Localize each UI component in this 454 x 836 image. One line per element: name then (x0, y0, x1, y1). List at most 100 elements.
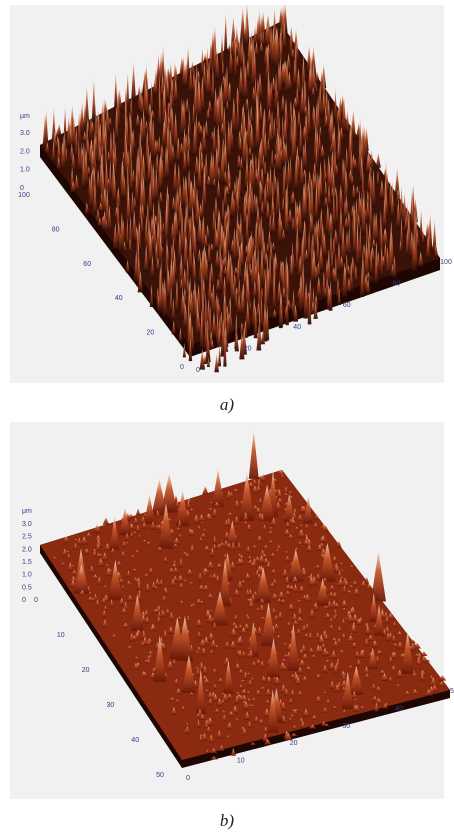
spike (346, 635, 355, 643)
spike (195, 712, 201, 718)
axis-label: 0 (196, 367, 200, 374)
spike (214, 249, 220, 269)
spike (279, 662, 287, 671)
spike (323, 157, 327, 187)
spike (247, 704, 253, 707)
spike (262, 301, 268, 342)
spike (197, 514, 206, 522)
spike (345, 253, 349, 277)
spike (208, 734, 215, 743)
spike (254, 608, 262, 611)
spike (89, 113, 93, 141)
spike (297, 254, 303, 277)
axis-label: 2.0 (20, 148, 30, 155)
spike (177, 616, 183, 621)
spike (256, 535, 263, 543)
spike (345, 590, 353, 594)
spike (162, 278, 168, 317)
spike (250, 742, 256, 746)
spike (367, 647, 378, 670)
spike (125, 260, 130, 273)
spike (238, 694, 244, 701)
spike (312, 107, 317, 132)
spike (125, 71, 130, 111)
spike (291, 576, 299, 583)
spike (118, 578, 125, 584)
spike (280, 94, 286, 114)
spike (192, 256, 197, 284)
spike (223, 660, 234, 694)
spike (243, 573, 252, 580)
spike (189, 508, 195, 512)
spike (249, 562, 257, 567)
spike (273, 153, 278, 162)
spike (180, 706, 186, 711)
axis-label: 0 (20, 185, 24, 192)
spike (438, 674, 447, 681)
axis-label: 1.0 (22, 572, 32, 579)
spike (341, 262, 348, 298)
spike (234, 695, 240, 704)
spike (390, 665, 397, 671)
spike (142, 573, 150, 578)
spike (71, 115, 77, 148)
spike (281, 229, 286, 241)
spike (181, 175, 186, 207)
spike (284, 584, 292, 590)
spike (209, 243, 215, 252)
spike (258, 719, 264, 725)
spike (382, 227, 389, 246)
spike (246, 107, 252, 148)
spike (249, 105, 254, 124)
spike (291, 613, 298, 622)
spike (129, 633, 135, 642)
spike (260, 602, 277, 646)
spike (123, 601, 129, 610)
spike (101, 619, 109, 628)
spike (179, 278, 184, 291)
spike (42, 114, 48, 149)
spike (158, 503, 174, 549)
spike (348, 613, 353, 623)
spike (265, 176, 271, 189)
spike (339, 569, 345, 572)
spike (315, 578, 330, 606)
spike (272, 117, 277, 141)
spike (307, 577, 316, 586)
spike (411, 689, 419, 695)
spike (324, 659, 331, 663)
spike (156, 547, 164, 552)
spike (287, 208, 293, 224)
spike (188, 337, 193, 362)
spike (245, 211, 249, 244)
spike (245, 98, 250, 113)
spike (323, 180, 328, 198)
spike (276, 498, 284, 504)
spike (171, 320, 176, 335)
spike (131, 568, 139, 572)
spike (278, 289, 283, 329)
spike (184, 97, 190, 115)
spike (341, 96, 347, 134)
spike (282, 642, 288, 647)
spike (303, 496, 314, 524)
spike (177, 534, 183, 538)
spike (307, 647, 315, 654)
spike (112, 223, 118, 249)
spike (210, 748, 217, 754)
spike (272, 579, 278, 585)
spike (215, 94, 221, 129)
spike (247, 721, 252, 729)
spike (259, 660, 265, 668)
spike (198, 537, 204, 542)
spike (379, 179, 385, 200)
spike (321, 647, 329, 657)
spike (297, 691, 303, 697)
axis-label: 0 (186, 775, 190, 782)
spike (325, 699, 331, 704)
spike (316, 261, 321, 277)
spike (133, 197, 137, 209)
spike (312, 248, 317, 284)
spike (219, 557, 232, 607)
spike (173, 112, 179, 150)
